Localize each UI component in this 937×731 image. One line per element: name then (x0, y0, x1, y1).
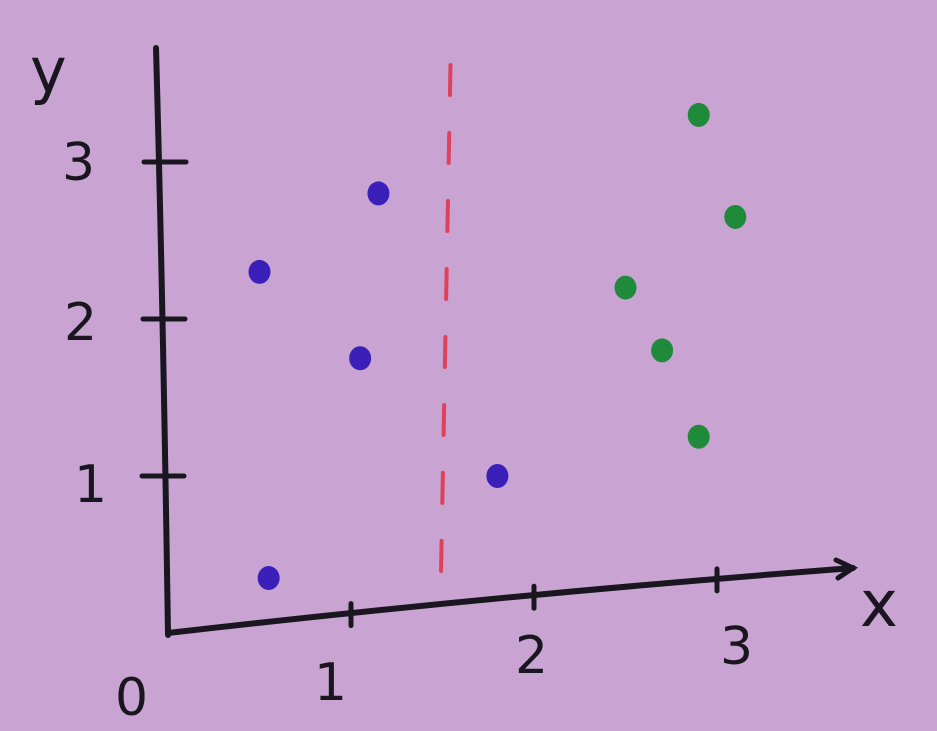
x-tick-label-2: 2 (515, 626, 548, 686)
data-point-s1-3 (349, 346, 372, 371)
y-tick-label-1: 1 (74, 455, 107, 515)
decision-boundary-line (438, 63, 453, 602)
axes (153, 45, 859, 638)
data-point-s2-2 (724, 204, 747, 229)
y-axis-line (153, 45, 171, 638)
data-point-s1-2 (367, 181, 390, 206)
y-tick-label-2: 2 (64, 293, 97, 353)
data-point-s1-1 (248, 259, 271, 284)
x-axis-arrow-head (833, 557, 859, 581)
x-tick-label-1: 1 (314, 653, 347, 713)
data-point-s2-3 (614, 275, 637, 300)
data-point-s2-1 (687, 102, 710, 127)
y-axis-label: y (30, 34, 67, 107)
origin-label: 0 (115, 668, 148, 728)
data-point-s2-4 (651, 338, 674, 363)
ticks (139, 159, 720, 629)
data-point-s1-5 (257, 566, 280, 591)
data-point-s2-5 (687, 424, 710, 449)
data-points (248, 102, 747, 591)
x-axis-label: x (860, 568, 898, 642)
x-tick-label-3: 3 (720, 617, 753, 677)
y-tick-label-3: 3 (62, 133, 95, 193)
x-axis-line (165, 565, 856, 636)
data-point-s1-4 (486, 464, 509, 488)
